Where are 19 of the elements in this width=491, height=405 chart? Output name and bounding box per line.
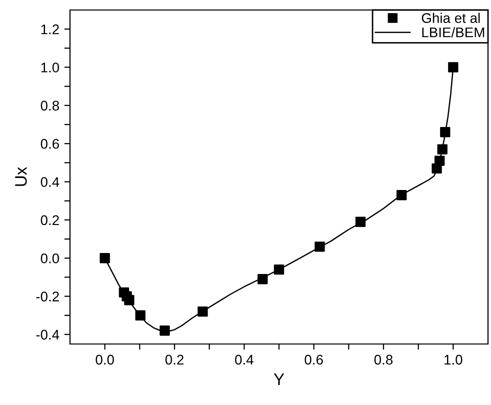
y-tick-label: 1.0	[41, 62, 60, 72]
y-tick-label: 0.0	[40, 253, 60, 264]
x-tick-label: 0.0	[96, 354, 114, 365]
y-axis-title: Ux	[15, 166, 27, 186]
x-tick-label: 0.4	[235, 354, 254, 365]
y-tick-label: 1.2	[41, 24, 59, 34]
legend-label: LBIE/BEM	[422, 27, 484, 38]
y-tick-label: 0.4	[40, 177, 60, 187]
y-tick-label: -0.2	[36, 292, 59, 302]
x-axis-title: Y	[274, 374, 284, 385]
x-tick-label: 0.8	[374, 354, 393, 365]
y-tick-label: 0.6	[40, 138, 59, 149]
legend-label: Ghia et al	[422, 12, 480, 23]
x-tick-label: 0.2	[165, 354, 184, 365]
x-tick-label: 0.6	[304, 354, 323, 365]
x-tick-label: 1.0	[444, 354, 462, 365]
y-tick-label: 0.2	[40, 215, 59, 226]
y-tick-label: -0.4	[36, 330, 60, 340]
y-tick-label: 0.8	[40, 100, 59, 111]
